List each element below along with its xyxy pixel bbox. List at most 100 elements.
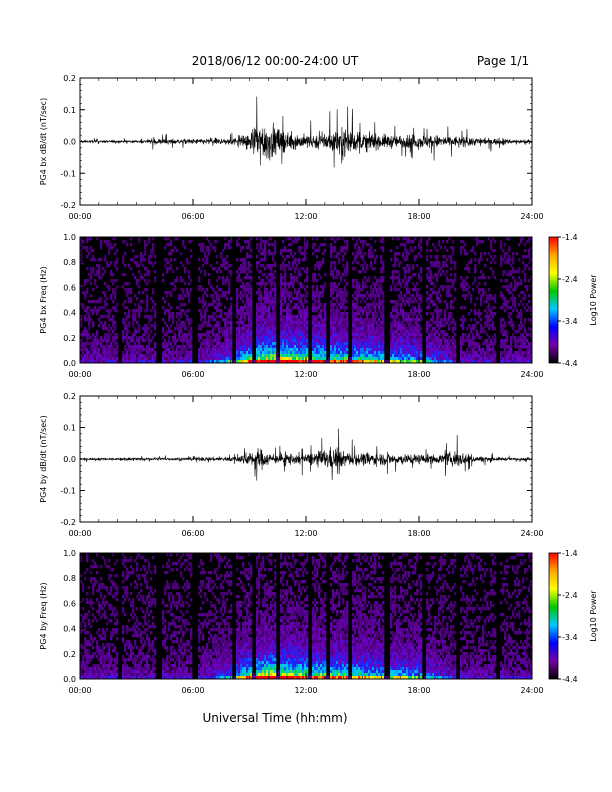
spectrogram-cell bbox=[200, 312, 203, 316]
spectrogram-cell bbox=[402, 315, 405, 319]
spectrogram-cell bbox=[300, 345, 303, 349]
spectrogram-cell bbox=[100, 339, 103, 343]
spectrogram-cell bbox=[366, 285, 369, 289]
spectrogram-cell bbox=[484, 357, 487, 361]
spectrogram-cell bbox=[344, 327, 347, 331]
spectrogram-cell bbox=[112, 282, 115, 286]
spectrogram-cell bbox=[320, 351, 323, 355]
spectrogram-cell bbox=[334, 357, 337, 361]
spectrogram-cell bbox=[408, 237, 411, 241]
spectrogram-cell bbox=[128, 297, 131, 301]
spectrogram-cell bbox=[110, 261, 113, 265]
spectrogram-cell bbox=[402, 342, 405, 346]
spectrogram-cell bbox=[328, 357, 331, 361]
spectrogram-cell bbox=[294, 237, 297, 241]
spectrogram-cell bbox=[500, 264, 503, 268]
spectrogram-cell bbox=[306, 315, 309, 319]
spectrogram-cell bbox=[96, 339, 99, 343]
spectrogram-cell bbox=[330, 309, 333, 313]
spectrogram-cell bbox=[88, 324, 91, 328]
spectrogram-cell bbox=[526, 288, 529, 292]
spectrogram-cell bbox=[440, 342, 443, 346]
spectrogram-cell bbox=[480, 360, 483, 364]
spectrogram-cell bbox=[322, 360, 325, 364]
spectrogram-cell bbox=[342, 339, 345, 343]
spectrogram-cell bbox=[246, 330, 249, 334]
spectrogram-cell bbox=[230, 270, 233, 274]
spectrogram-cell bbox=[206, 237, 209, 241]
spectrogram-cell bbox=[452, 339, 455, 343]
spectrogram-cell bbox=[448, 339, 451, 343]
spectrogram-cell bbox=[340, 303, 343, 307]
spectrogram-cell bbox=[426, 321, 429, 325]
spectrogram-cell bbox=[246, 282, 249, 286]
spectrogram-cell bbox=[244, 324, 247, 328]
spectrogram-cell bbox=[356, 303, 359, 307]
spectrogram-cell bbox=[202, 321, 205, 325]
spectrogram-cell bbox=[266, 360, 269, 364]
spectrogram-cell bbox=[210, 285, 213, 289]
spectrogram-cell bbox=[100, 342, 103, 346]
spectrogram-cell bbox=[472, 348, 475, 352]
spectrogram-cell bbox=[316, 300, 319, 304]
spectrogram-cell bbox=[298, 291, 301, 295]
spectrogram-cell bbox=[186, 354, 189, 358]
spectrogram-cell bbox=[382, 291, 385, 295]
spectrogram-cell bbox=[392, 351, 395, 355]
spectrogram-cell bbox=[102, 339, 105, 343]
spectrogram-cell bbox=[280, 351, 283, 355]
spectrogram-cell bbox=[332, 345, 335, 349]
spectrogram-cell bbox=[330, 261, 333, 265]
spectrogram-cell bbox=[288, 255, 291, 259]
spectrogram-cell bbox=[260, 294, 263, 298]
spectrogram-cell bbox=[262, 297, 265, 301]
spectrogram-cell bbox=[480, 354, 483, 358]
spectrogram-cell bbox=[116, 357, 119, 361]
spectrogram-cell bbox=[258, 333, 261, 337]
spectrogram-cell bbox=[106, 297, 109, 301]
spectrogram-cell bbox=[440, 360, 443, 364]
spectrogram-cell bbox=[104, 351, 107, 355]
spectrogram-cell bbox=[434, 354, 437, 358]
spectrogram-cell bbox=[312, 348, 315, 352]
spectrogram-cell bbox=[452, 357, 455, 361]
spectrogram-cell bbox=[274, 327, 277, 331]
spectrogram-cell bbox=[502, 249, 505, 253]
spectrogram-cell bbox=[352, 360, 355, 364]
spectrogram-cell bbox=[316, 333, 319, 337]
spectrogram-cell bbox=[284, 285, 287, 289]
spectrogram-cell bbox=[420, 336, 423, 340]
spectrogram-cell bbox=[240, 336, 243, 340]
spectrogram-cell bbox=[390, 336, 393, 340]
spectrogram-cell bbox=[500, 330, 503, 334]
spectrogram-cell bbox=[294, 306, 297, 310]
spectrogram-cell bbox=[416, 351, 419, 355]
spectrogram-cell bbox=[262, 330, 265, 334]
spectrogram-cell bbox=[446, 342, 449, 346]
spectrogram-cell bbox=[112, 279, 115, 283]
spectrogram-cell bbox=[396, 327, 399, 331]
spectrogram-cell bbox=[186, 339, 189, 343]
spectrogram-cell bbox=[302, 339, 305, 343]
spectrogram-cell bbox=[486, 258, 489, 262]
spectrogram-cell bbox=[204, 357, 207, 361]
spectrogram-cell bbox=[520, 318, 523, 322]
spectrogram-cell bbox=[230, 315, 233, 319]
spectrogram-cell bbox=[382, 342, 385, 346]
spectrogram-cell bbox=[324, 273, 327, 277]
spectrogram-cell bbox=[380, 342, 383, 346]
spectrogram-cell bbox=[126, 324, 129, 328]
spectrogram-cell bbox=[86, 309, 89, 313]
spectrogram-cell bbox=[448, 336, 451, 340]
spectrogram-cell bbox=[202, 360, 205, 364]
spectrogram-cell bbox=[226, 243, 229, 247]
spectrogram-cell bbox=[336, 345, 339, 349]
spectrogram-cell bbox=[230, 339, 233, 343]
spectrogram-cell bbox=[270, 324, 273, 328]
spectrogram-cell bbox=[300, 324, 303, 328]
spectrogram-cell bbox=[226, 276, 229, 280]
spectrogram-cell bbox=[300, 321, 303, 325]
spectrogram-cell bbox=[176, 312, 179, 316]
spectrogram-cell bbox=[164, 321, 167, 325]
spectrogram-cell bbox=[524, 297, 527, 301]
